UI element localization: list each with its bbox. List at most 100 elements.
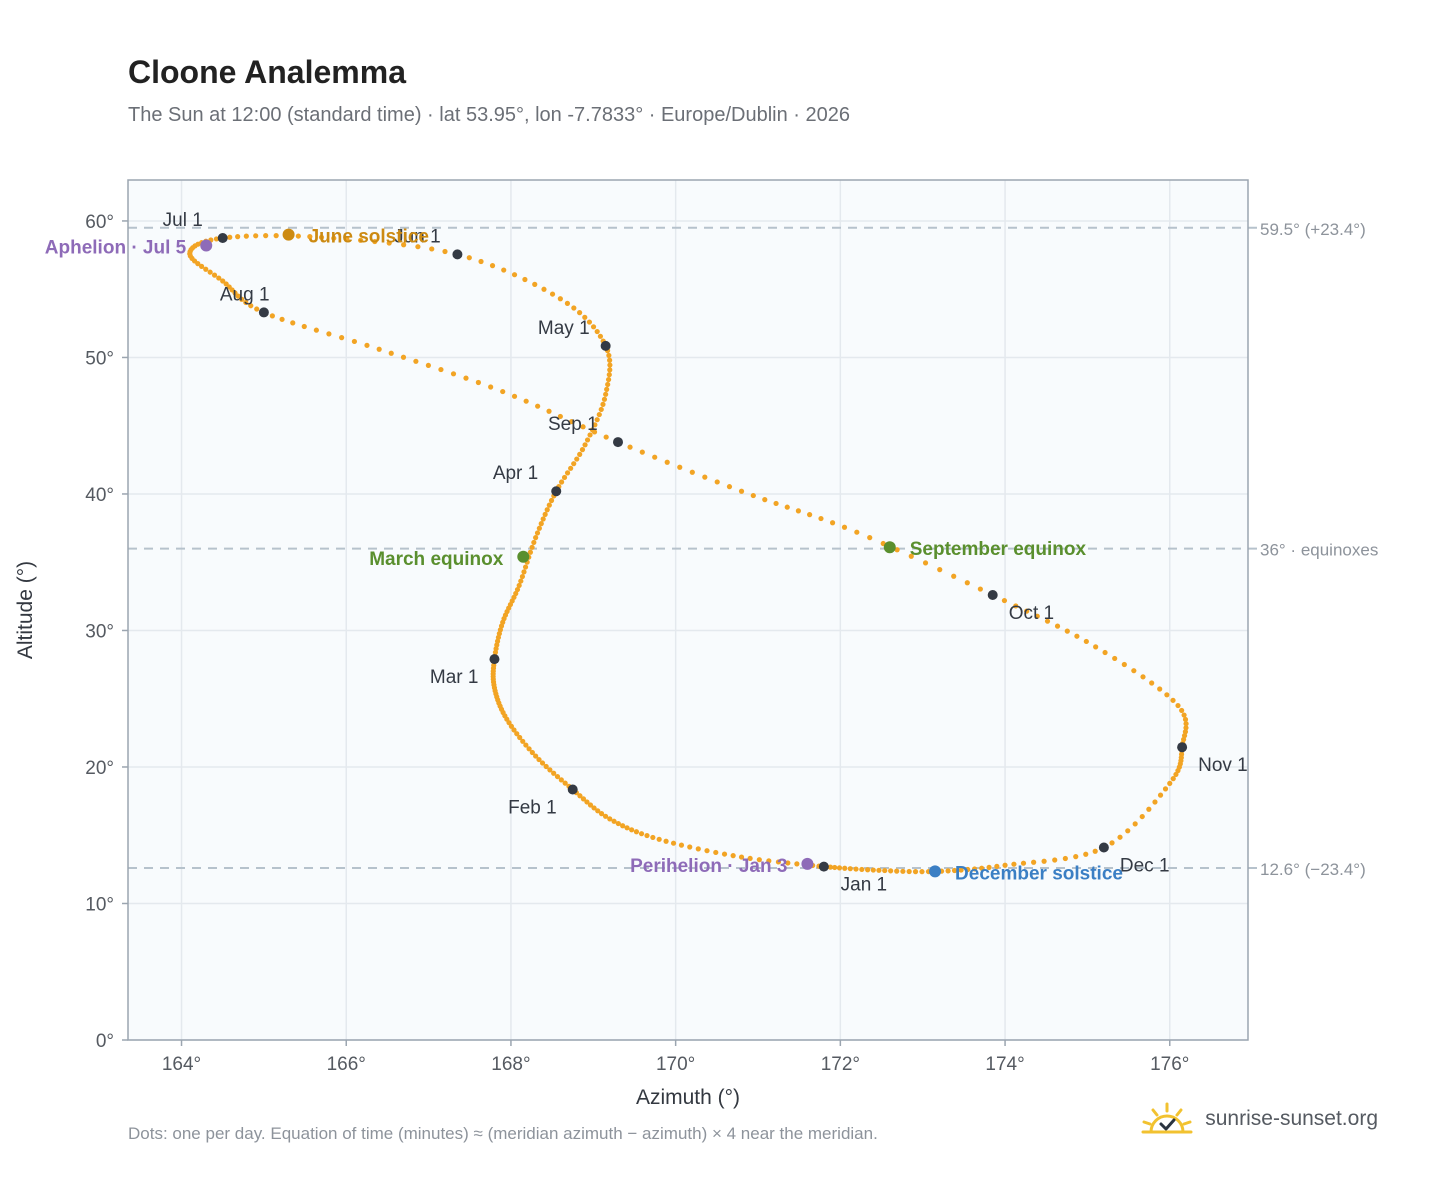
day-dot bbox=[562, 780, 568, 786]
day-dot bbox=[207, 269, 213, 275]
day-dot bbox=[1170, 776, 1176, 782]
event-label: Perihelion · Jan 3 bbox=[630, 856, 787, 877]
day-dot bbox=[500, 388, 506, 395]
day-dot bbox=[587, 802, 594, 808]
month-marker bbox=[1177, 742, 1188, 753]
brand-name[interactable]: sunrise-sunset.org bbox=[1205, 1107, 1378, 1130]
day-dot bbox=[521, 569, 527, 575]
day-dot bbox=[627, 444, 633, 450]
day-dot bbox=[1181, 712, 1187, 718]
day-dot bbox=[1034, 613, 1040, 619]
day-dot bbox=[794, 861, 800, 867]
day-dot bbox=[747, 855, 753, 862]
day-dot bbox=[529, 749, 535, 756]
brand[interactable]: sunrise-sunset.org bbox=[1141, 1102, 1378, 1136]
day-dot bbox=[475, 379, 481, 386]
day-dot bbox=[235, 234, 241, 240]
day-dot bbox=[1074, 633, 1080, 639]
month-marker-label: Jan 1 bbox=[841, 875, 887, 896]
day-dot bbox=[522, 276, 528, 283]
day-dot bbox=[865, 867, 871, 873]
day-dot bbox=[876, 867, 882, 873]
day-dot bbox=[687, 844, 693, 850]
day-dot bbox=[730, 853, 736, 859]
day-dot bbox=[1125, 828, 1131, 834]
day-dot bbox=[663, 838, 669, 844]
day-dot bbox=[546, 408, 552, 414]
month-marker-label: Jul 1 bbox=[163, 210, 203, 231]
day-dot bbox=[906, 868, 912, 875]
day-dot bbox=[529, 544, 535, 550]
month-marker bbox=[567, 784, 578, 795]
day-dot bbox=[624, 825, 630, 831]
month-marker bbox=[600, 340, 611, 351]
y-tick-label: 0° bbox=[96, 1031, 114, 1052]
y-tick-label: 10° bbox=[85, 894, 114, 915]
y-tick-label: 60° bbox=[85, 212, 114, 233]
day-dot bbox=[1162, 786, 1169, 792]
day-dot bbox=[607, 367, 613, 373]
event-label: March equinox bbox=[369, 549, 504, 570]
day-dot bbox=[594, 328, 600, 335]
day-dot bbox=[540, 516, 546, 522]
day-dot bbox=[557, 413, 563, 420]
day-dot bbox=[263, 233, 269, 239]
day-dot bbox=[945, 868, 951, 874]
day-dot bbox=[594, 417, 600, 423]
event-marker bbox=[200, 239, 213, 252]
day-dot bbox=[544, 507, 550, 513]
day-dot bbox=[766, 858, 772, 864]
x-tick-label: 174° bbox=[985, 1054, 1024, 1075]
x-axis-label: Azimuth (°) bbox=[636, 1086, 740, 1109]
day-dot bbox=[894, 547, 900, 553]
day-dot bbox=[1013, 603, 1019, 609]
day-dot bbox=[466, 255, 472, 261]
y-tick-label: 30° bbox=[85, 621, 114, 642]
day-dot bbox=[579, 447, 586, 453]
day-dot bbox=[551, 770, 557, 776]
day-dot bbox=[243, 299, 249, 306]
day-dot bbox=[295, 233, 301, 239]
month-marker bbox=[818, 861, 829, 872]
month-marker bbox=[1098, 842, 1109, 853]
plot-background bbox=[128, 180, 1248, 1040]
month-marker-label: Feb 1 bbox=[508, 798, 557, 819]
day-dot bbox=[523, 398, 529, 404]
day-dot bbox=[243, 233, 249, 239]
x-tick-label: 166° bbox=[327, 1054, 366, 1075]
day-dot bbox=[577, 451, 583, 457]
day-dot bbox=[235, 293, 241, 299]
day-dot bbox=[611, 818, 617, 824]
month-marker-label: May 1 bbox=[538, 318, 590, 339]
day-dot bbox=[1054, 623, 1061, 629]
day-dot bbox=[273, 233, 279, 239]
day-dot bbox=[965, 866, 971, 873]
day-dot bbox=[592, 422, 598, 428]
day-dot bbox=[600, 401, 606, 407]
y-tick-label: 20° bbox=[85, 758, 114, 779]
day-dot bbox=[882, 867, 888, 874]
day-dot bbox=[527, 549, 534, 555]
day-dot bbox=[557, 296, 563, 302]
day-dot bbox=[584, 799, 590, 805]
day-dot bbox=[536, 525, 542, 531]
day-dot bbox=[1092, 848, 1098, 854]
reference-line-label: 59.5° (+23.4°) bbox=[1260, 220, 1366, 239]
day-dot bbox=[738, 854, 745, 860]
day-dot bbox=[533, 753, 539, 759]
day-dot bbox=[853, 866, 859, 872]
day-dot bbox=[1083, 638, 1089, 645]
day-dot bbox=[1002, 862, 1008, 868]
day-dot bbox=[604, 386, 610, 392]
event-label: June solstice bbox=[309, 227, 429, 248]
day-dot bbox=[1031, 859, 1037, 865]
day-dot bbox=[1102, 649, 1108, 656]
event-marker bbox=[883, 541, 896, 554]
day-dot bbox=[689, 469, 695, 475]
day-dot bbox=[607, 816, 613, 822]
month-marker bbox=[258, 307, 269, 318]
day-dot bbox=[290, 320, 296, 326]
day-dot bbox=[523, 742, 529, 748]
day-dot bbox=[1175, 702, 1181, 709]
day-dot bbox=[227, 234, 233, 240]
